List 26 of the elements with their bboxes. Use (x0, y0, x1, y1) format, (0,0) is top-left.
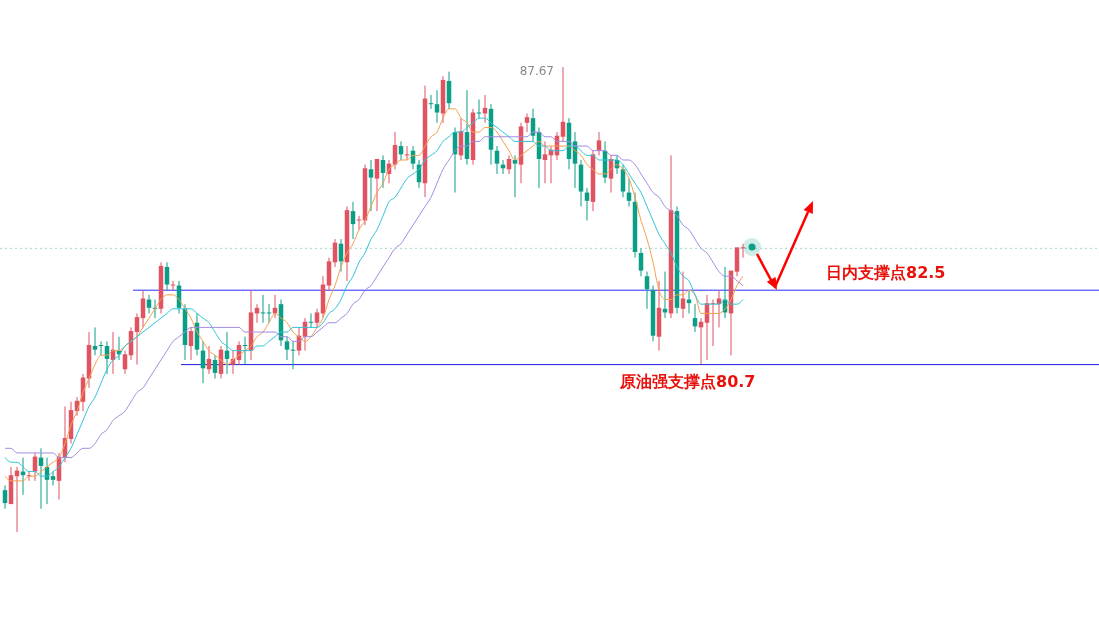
candlestick (188, 326, 194, 361)
candlestick (494, 145, 500, 175)
candlestick (122, 350, 128, 375)
candlestick (524, 113, 530, 133)
candlestick (380, 154, 386, 189)
candlestick (644, 271, 650, 310)
candlestick (164, 261, 170, 291)
candlestick (350, 201, 356, 240)
candlestick (638, 247, 644, 277)
candlestick (2, 485, 8, 510)
candlestick (212, 354, 218, 380)
candlestick (434, 89, 440, 124)
candlestick (314, 308, 320, 328)
candlestick (542, 140, 548, 184)
ref-line-label: 原油强支撑点80.7 (619, 371, 756, 391)
candlestick (368, 159, 374, 212)
candlestick (512, 154, 518, 198)
candlestick (482, 94, 488, 124)
candlestick (134, 312, 140, 366)
ref-line-label: 日内支撑点82.5 (826, 263, 946, 283)
candlestick (50, 471, 56, 486)
candlestick (284, 336, 290, 361)
candlestick (560, 66, 566, 142)
candlestick (92, 326, 98, 356)
annotation: 87.67 (519, 64, 554, 78)
candlestick (374, 159, 380, 212)
